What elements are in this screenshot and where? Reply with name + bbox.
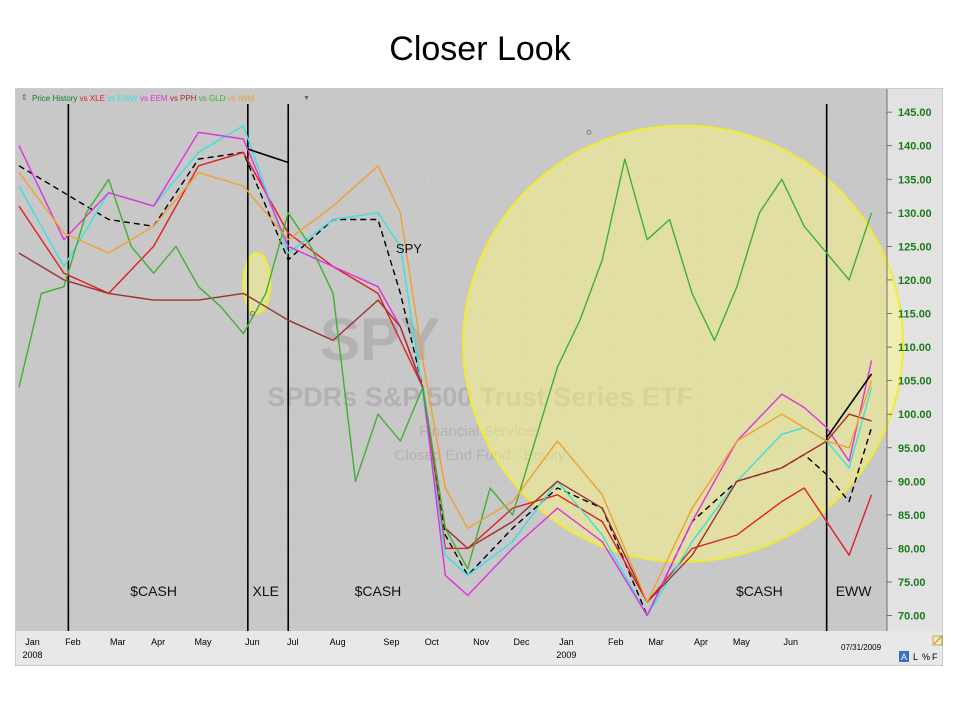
view-button-2[interactable]: L (913, 652, 918, 662)
y-tick-label: 145.00 (898, 107, 932, 119)
annotations: SPY (396, 241, 422, 256)
highlight-ellipse (462, 124, 904, 563)
chart-svg: SPY SPDRs S&P 500 Trust Series ETF Finan… (14, 87, 944, 667)
x-tick-label: Apr (694, 637, 708, 647)
y-axis: 70.00 75.00 80.00 85.00 90.00 95.00 100.00 105.… (886, 89, 932, 631)
x-tick-label: Dec (514, 637, 531, 647)
trend-line (826, 373, 873, 439)
x-tick-label: Oct (425, 637, 440, 647)
vertical-lines (67, 104, 828, 631)
date-bar (16, 631, 942, 665)
point-marker (586, 129, 592, 135)
region-label: XLE (253, 583, 279, 599)
x-tick-label: Feb (65, 637, 81, 647)
y-tick-label: 110.00 (898, 342, 931, 354)
end-date: 07/31/2009 (841, 643, 882, 652)
y-tick-label: 95.00 (898, 443, 926, 455)
x-tick-label: Sep (383, 637, 399, 647)
view-button-3[interactable]: % (922, 652, 930, 662)
watermark-name: SPDRs S&P 500 Trust Series ETF (267, 382, 693, 412)
x-year-label: 2009 (556, 650, 576, 660)
y-tick-label: 85.00 (898, 510, 926, 522)
y-tick-label: 125.00 (898, 241, 932, 253)
legend-entry: vs EWW (105, 94, 138, 103)
y-tick-label: 70.00 (898, 611, 926, 623)
y-tick-label: 135.00 (898, 174, 932, 186)
series-line-eem (18, 131, 873, 617)
legend-entry: vs EEM (138, 94, 168, 103)
slide-title: Closer Look (389, 30, 571, 68)
view-button-label: F (932, 652, 938, 662)
y-tick-label: 120.00 (898, 275, 932, 287)
y-tick-label: 80.00 (898, 543, 926, 555)
series-line-pph (18, 252, 872, 603)
view-button-label: L (913, 652, 918, 662)
legend-dropdown-icon[interactable]: ▼ (303, 95, 310, 102)
y-tick-label: 90.00 (898, 476, 926, 488)
markers (249, 129, 592, 316)
x-tick-label: Mar (110, 637, 126, 647)
price-history-chart: SPY SPDRs S&P 500 Trust Series ETF Finan… (14, 87, 944, 667)
x-tick-label: Jan (559, 637, 574, 647)
x-tick-label: Jul (287, 637, 299, 647)
view-button-1[interactable]: A (899, 651, 909, 662)
corner-buttons: A L% F (899, 651, 938, 662)
series-lines (18, 124, 873, 617)
y-tick-label: 100.00 (898, 409, 932, 421)
edit-icon[interactable] (932, 635, 943, 646)
series-line-eww (18, 124, 873, 617)
trend-line (247, 148, 289, 164)
x-tick-label: May (194, 637, 212, 647)
x-tick-label: May (733, 637, 751, 647)
x-tick-label: Jun (245, 637, 260, 647)
legend: ⇕ Price History vs XLE vs EWW vs EEM vs … (21, 93, 310, 103)
region-label: EWW (836, 583, 873, 599)
y-tick-label: 130.00 (898, 208, 932, 220)
x-tick-label: Feb (608, 637, 624, 647)
point-marker (249, 311, 255, 316)
legend-entry: vs XLE (80, 94, 105, 103)
watermark-line2: Closed End Fund - Equity (395, 447, 566, 464)
y-tick-label: 105.00 (898, 376, 932, 388)
legend-entry: vs IWM (225, 94, 254, 103)
legend-text: Price History vs XLE vs EWW vs EEM vs PP… (32, 94, 255, 103)
x-tick-label: Mar (648, 637, 664, 647)
series-line-iwm (18, 165, 873, 603)
x-tick-label: Apr (151, 637, 165, 647)
region-labels: $CASH XLE $CASH $CASH EWW (130, 583, 872, 599)
legend-toggle-icon[interactable]: ⇕ (21, 93, 28, 102)
x-tick-label: Aug (330, 637, 346, 647)
x-tick-label: Nov (473, 637, 490, 647)
region-label: $CASH (130, 583, 177, 599)
series-line-gld (18, 158, 873, 570)
x-tick-label: Jun (784, 637, 799, 647)
x-tick-label: Jan (25, 637, 40, 647)
legend-prefix: Price History (32, 94, 77, 103)
legend-entry: vs PPH (168, 94, 197, 103)
view-button-4[interactable]: F (932, 652, 938, 662)
y-tick-label: 115.00 (898, 309, 931, 321)
legend-entry: vs GLD (197, 94, 226, 103)
region-label: $CASH (736, 583, 783, 599)
axis-panel (887, 89, 942, 631)
watermark: SPY SPDRs S&P 500 Trust Series ETF Finan… (267, 306, 693, 464)
watermark-line1: Financial Services (419, 423, 541, 440)
x-year-label: 2008 (22, 650, 42, 660)
view-button-label: A (901, 652, 907, 662)
y-tick-label: 75.00 (898, 577, 926, 589)
series-annotation: SPY (396, 241, 422, 256)
trend-lines (247, 148, 873, 439)
view-button-label: % (922, 652, 930, 662)
y-tick-label: 140.00 (898, 141, 932, 153)
x-axis: Jan Feb Mar Apr May Jun Jul Aug Sep Oct Nov Dec Jan F… (22, 637, 798, 660)
region-label: $CASH (355, 583, 402, 599)
